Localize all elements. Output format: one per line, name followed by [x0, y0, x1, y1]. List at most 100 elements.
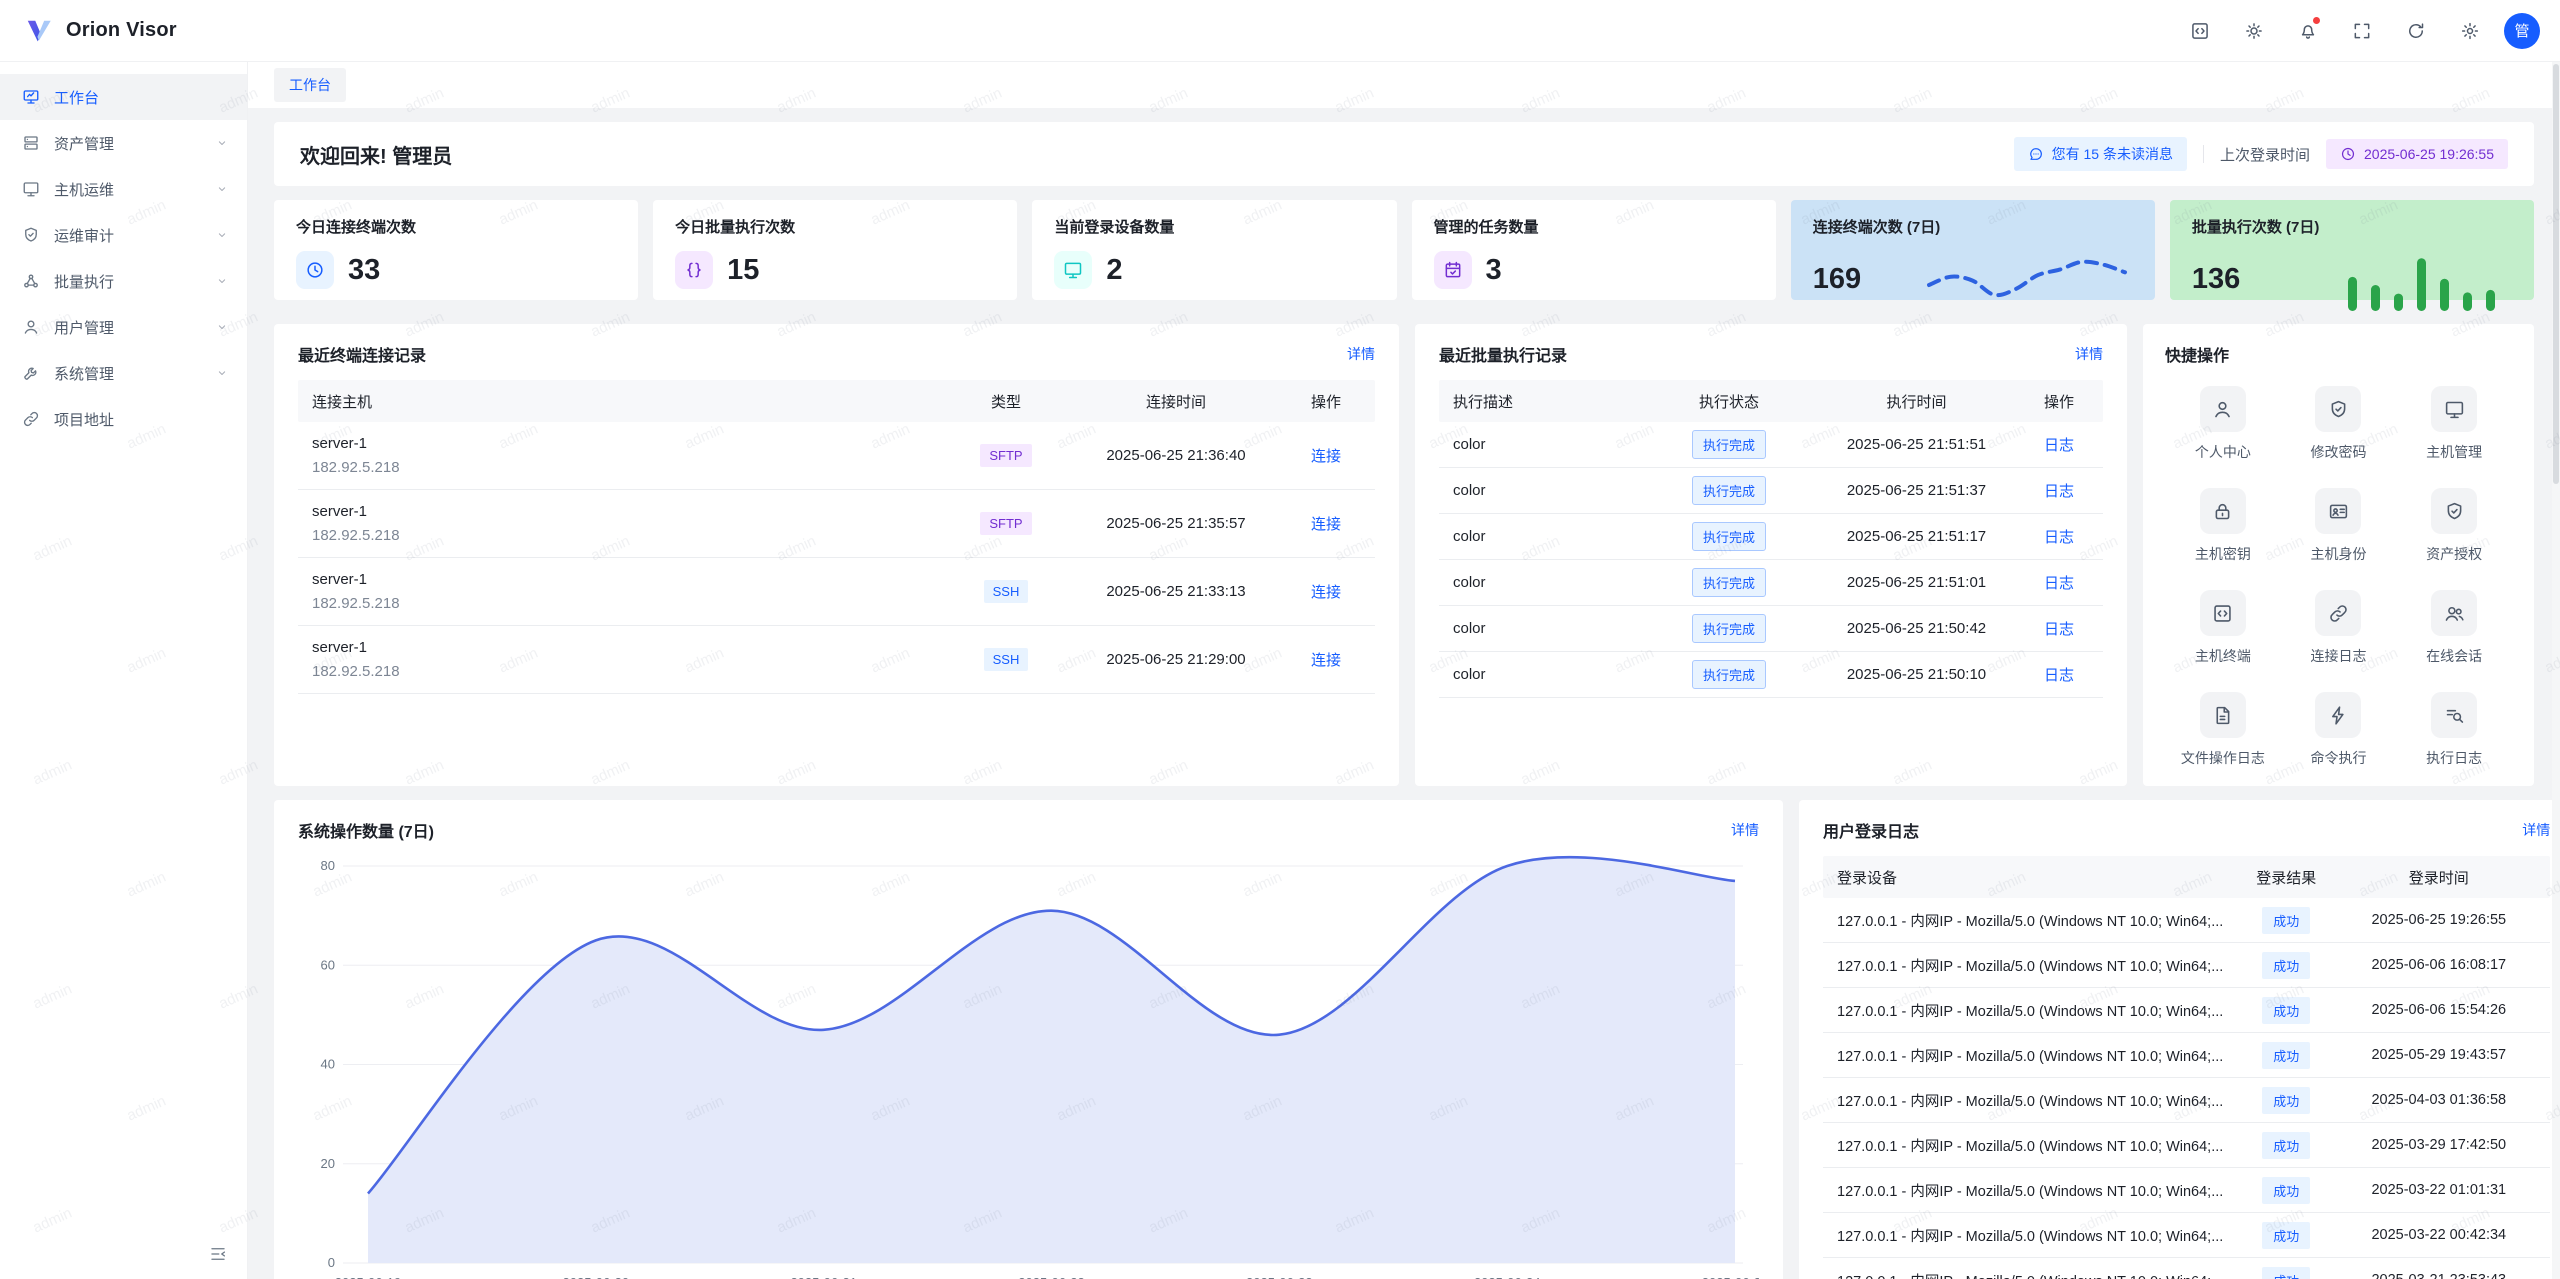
code-square-icon[interactable]: [2180, 11, 2220, 51]
quick-action-10[interactable]: 文件操作日志: [2165, 692, 2281, 768]
host-ip: 182.92.5.218: [312, 663, 951, 680]
connect-time: 2025-06-25 21:36:40: [1061, 447, 1291, 464]
fullscreen-icon[interactable]: [2342, 11, 2382, 51]
workbench-icon: [22, 88, 40, 106]
log-link[interactable]: 日志: [2044, 529, 2074, 546]
stat-card-4: 管理的任务数量3: [1412, 200, 1776, 300]
scrollbar-thumb[interactable]: [2553, 64, 2559, 484]
stat-value: 33: [348, 254, 380, 287]
monitor-icon: [22, 180, 40, 198]
breadcrumb-item-workbench[interactable]: 工作台: [274, 68, 346, 102]
stat-label: 连接终端次数 (7日): [1813, 216, 2133, 237]
notification-dot: [2312, 16, 2321, 25]
quick-action-2[interactable]: 修改密码: [2281, 386, 2397, 462]
lock-icon: [2200, 488, 2246, 534]
sidebar-item-audit[interactable]: 运维审计: [0, 212, 247, 258]
chart-detail-link[interactable]: 详情: [1731, 820, 1759, 840]
connect-link[interactable]: 连接: [1311, 516, 1341, 533]
quick-action-3[interactable]: 主机管理: [2396, 386, 2512, 462]
stat-card-5: 连接终端次数 (7日)169: [1791, 200, 2155, 300]
login-result-badge: 成功: [2262, 1087, 2310, 1114]
id-card-icon: [2315, 488, 2361, 534]
exec-status-badge: 执行完成: [1692, 476, 1766, 505]
log-link[interactable]: 日志: [2044, 621, 2074, 638]
shield-check-icon: [22, 226, 40, 244]
sun-icon[interactable]: [2234, 11, 2274, 51]
login-result-badge: 成功: [2262, 997, 2310, 1024]
quick-action-8[interactable]: 连接日志: [2281, 590, 2397, 666]
chevron-down-icon: [215, 274, 229, 288]
batch-records-panel: 最近批量执行记录 详情 执行描述执行状态执行时间操作color执行完成2025-…: [1415, 324, 2127, 786]
stat-value: 15: [727, 254, 759, 287]
connect-link[interactable]: 连接: [1311, 652, 1341, 669]
chevron-down-icon: [215, 136, 229, 150]
monitor-icon: [1054, 251, 1092, 289]
gear-icon[interactable]: [2450, 11, 2490, 51]
quick-action-1[interactable]: 个人中心: [2165, 386, 2281, 462]
login-time: 2025-04-03 01:36:58: [2341, 1092, 2536, 1108]
message-icon: [2028, 146, 2044, 162]
connect-link[interactable]: 连接: [1311, 448, 1341, 465]
stat-label: 管理的任务数量: [1434, 216, 1754, 237]
exec-desc: color: [1453, 528, 1654, 545]
sidebar-item-workbench[interactable]: 工作台: [0, 74, 247, 120]
login-device: 127.0.0.1 - 内网IP - Mozilla/5.0 (Windows …: [1837, 1045, 2231, 1066]
svg-text:2025-06-24: 2025-06-24: [1474, 1275, 1541, 1279]
exec-status-badge: 执行完成: [1692, 522, 1766, 551]
bell-icon[interactable]: [2288, 11, 2328, 51]
quick-action-12[interactable]: 执行日志: [2396, 692, 2512, 768]
host-ip: 182.92.5.218: [312, 527, 951, 544]
sidebar-item-system[interactable]: 系统管理: [0, 350, 247, 396]
quick-action-9[interactable]: 在线会话: [2396, 590, 2512, 666]
batch-detail-link[interactable]: 详情: [2075, 344, 2103, 364]
quick-action-5[interactable]: 主机身份: [2281, 488, 2397, 564]
log-link[interactable]: 日志: [2044, 483, 2074, 500]
svg-text:60: 60: [321, 957, 335, 972]
terminal-detail-link[interactable]: 详情: [1347, 344, 1375, 364]
quick-action-7[interactable]: 主机终端: [2165, 590, 2281, 666]
login-logs-panel: 用户登录日志 详情 登录设备登录结果登录时间127.0.0.1 - 内网IP -…: [1799, 800, 2560, 1279]
quick-action-6[interactable]: 资产授权: [2396, 488, 2512, 564]
stat-value: 2: [1106, 254, 1122, 287]
login-device: 127.0.0.1 - 内网IP - Mozilla/5.0 (Windows …: [1837, 1180, 2231, 1201]
table-row: 127.0.0.1 - 内网IP - Mozilla/5.0 (Windows …: [1823, 1213, 2550, 1258]
scrollbar-track: [2552, 62, 2560, 1279]
last-login-time-badge: 2025-06-25 19:26:55: [2326, 139, 2508, 169]
login-detail-link[interactable]: 详情: [2522, 820, 2550, 840]
exec-time: 2025-06-25 21:51:01: [1804, 574, 2029, 591]
exec-status-badge: 执行完成: [1692, 568, 1766, 597]
clock-icon: [2340, 146, 2356, 162]
sidebar-item-assets[interactable]: 资产管理: [0, 120, 247, 166]
exec-desc: color: [1453, 666, 1654, 683]
chevron-down-icon: [215, 320, 229, 334]
assets-icon: [22, 134, 40, 152]
table-row: server-1182.92.5.218SSH2025-06-25 21:29:…: [298, 626, 1375, 694]
log-link[interactable]: 日志: [2044, 575, 2074, 592]
refresh-icon[interactable]: [2396, 11, 2436, 51]
stat-card-1: 今日连接终端次数33: [274, 200, 638, 300]
batch-icon: [22, 272, 40, 290]
sidebar-item-users[interactable]: 用户管理: [0, 304, 247, 350]
sidebar-collapse-button[interactable]: [203, 1239, 233, 1269]
table-row: 127.0.0.1 - 内网IP - Mozilla/5.0 (Windows …: [1823, 1033, 2550, 1078]
divider: [2203, 145, 2204, 163]
unread-messages-badge[interactable]: 您有 15 条未读消息: [2014, 137, 2187, 171]
sparkline-chart: [1917, 245, 2133, 313]
login-result-badge: 成功: [2262, 1042, 2310, 1069]
exec-desc: color: [1453, 620, 1654, 637]
shield-check-icon: [2431, 488, 2477, 534]
sidebar-item-batch[interactable]: 批量执行: [0, 258, 247, 304]
sidebar-item-host-ops[interactable]: 主机运维: [0, 166, 247, 212]
sidebar-item-project[interactable]: 项目地址: [0, 396, 247, 442]
exec-time: 2025-06-25 21:51:17: [1804, 528, 2029, 545]
quick-action-4[interactable]: 主机密钥: [2165, 488, 2281, 564]
svg-text:2025-06-20: 2025-06-20: [563, 1275, 630, 1279]
log-link[interactable]: 日志: [2044, 667, 2074, 684]
user-avatar[interactable]: 管: [2504, 13, 2540, 49]
connect-link[interactable]: 连接: [1311, 584, 1341, 601]
monitor-icon: [2431, 386, 2477, 432]
login-device: 127.0.0.1 - 内网IP - Mozilla/5.0 (Windows …: [1837, 1000, 2231, 1021]
log-link[interactable]: 日志: [2044, 437, 2074, 454]
login-result-badge: 成功: [2262, 1177, 2310, 1204]
quick-action-11[interactable]: 命令执行: [2281, 692, 2397, 768]
